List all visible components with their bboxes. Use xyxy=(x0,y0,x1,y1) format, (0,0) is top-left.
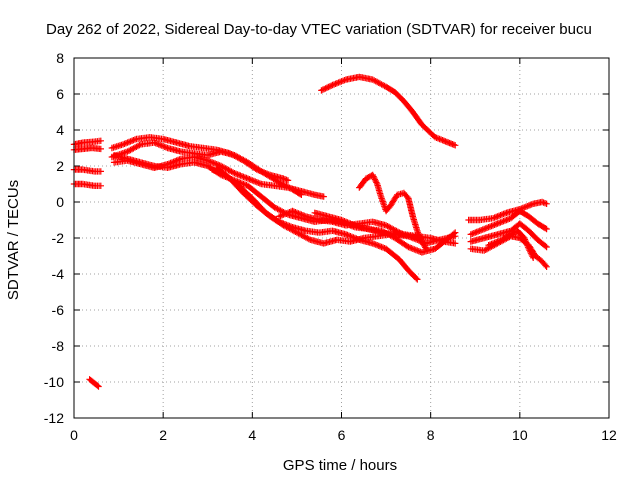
y-tick-label: 4 xyxy=(56,122,64,138)
plot-frame xyxy=(73,57,610,419)
y-tick-label: 0 xyxy=(56,194,64,210)
series-arc-right-2 xyxy=(467,207,550,238)
x-tick-label: 6 xyxy=(338,427,346,443)
data-point-markers xyxy=(356,171,430,252)
series-arc-right-3 xyxy=(467,220,550,251)
x-tick-label: 12 xyxy=(601,427,617,443)
y-tick-label: -12 xyxy=(44,410,64,426)
series-arc-left-c xyxy=(70,166,104,175)
data-point-markers xyxy=(318,73,459,149)
data-point-markers xyxy=(70,180,104,189)
y-tick-label: -4 xyxy=(52,266,65,282)
series-arc-main-6 xyxy=(213,164,459,247)
y-axis-title: SDTVAR / TECUs xyxy=(5,180,22,300)
series-arc-mid-loop xyxy=(356,171,430,252)
data-point-markers xyxy=(467,220,550,251)
x-tick-label: 0 xyxy=(70,427,78,443)
data-point-markers xyxy=(70,166,104,175)
series-arc-top-right xyxy=(318,73,459,149)
data-point-markers xyxy=(86,376,102,390)
series-arc-main-8 xyxy=(311,209,459,256)
y-tick-label: 2 xyxy=(56,158,64,174)
y-tick-label: -2 xyxy=(52,230,65,246)
series-arc-left-d xyxy=(70,180,104,189)
data-point-markers xyxy=(213,164,459,247)
x-tick-label: 4 xyxy=(248,427,256,443)
x-tick-label: 2 xyxy=(159,427,167,443)
y-tick-label: -6 xyxy=(52,302,65,318)
chart-title: Day 262 of 2022, Sidereal Day-to-day VTE… xyxy=(46,21,592,38)
data-point-markers xyxy=(311,209,459,256)
x-axis-title: GPS time / hours xyxy=(283,457,397,474)
data-markers xyxy=(70,73,550,390)
series-arc-main-2 xyxy=(108,139,305,198)
series-arc-right-5 xyxy=(485,227,537,261)
y-tick-label: -8 xyxy=(52,338,65,354)
data-point-markers xyxy=(467,207,550,238)
data-point-markers xyxy=(485,227,537,261)
x-tick-label: 8 xyxy=(427,427,435,443)
axis-ticks: 0 2 4 6 8 10 12 -12 -10 -8 -6 -4 -2 0 2 4 6 8 xyxy=(44,50,617,443)
series-arc-left-e xyxy=(86,376,102,390)
x-tick-label: 10 xyxy=(512,427,528,443)
y-tick-label: 8 xyxy=(56,50,64,66)
y-tick-label: 6 xyxy=(56,86,64,102)
data-point-markers xyxy=(108,139,305,198)
y-tick-label: -10 xyxy=(44,374,64,390)
